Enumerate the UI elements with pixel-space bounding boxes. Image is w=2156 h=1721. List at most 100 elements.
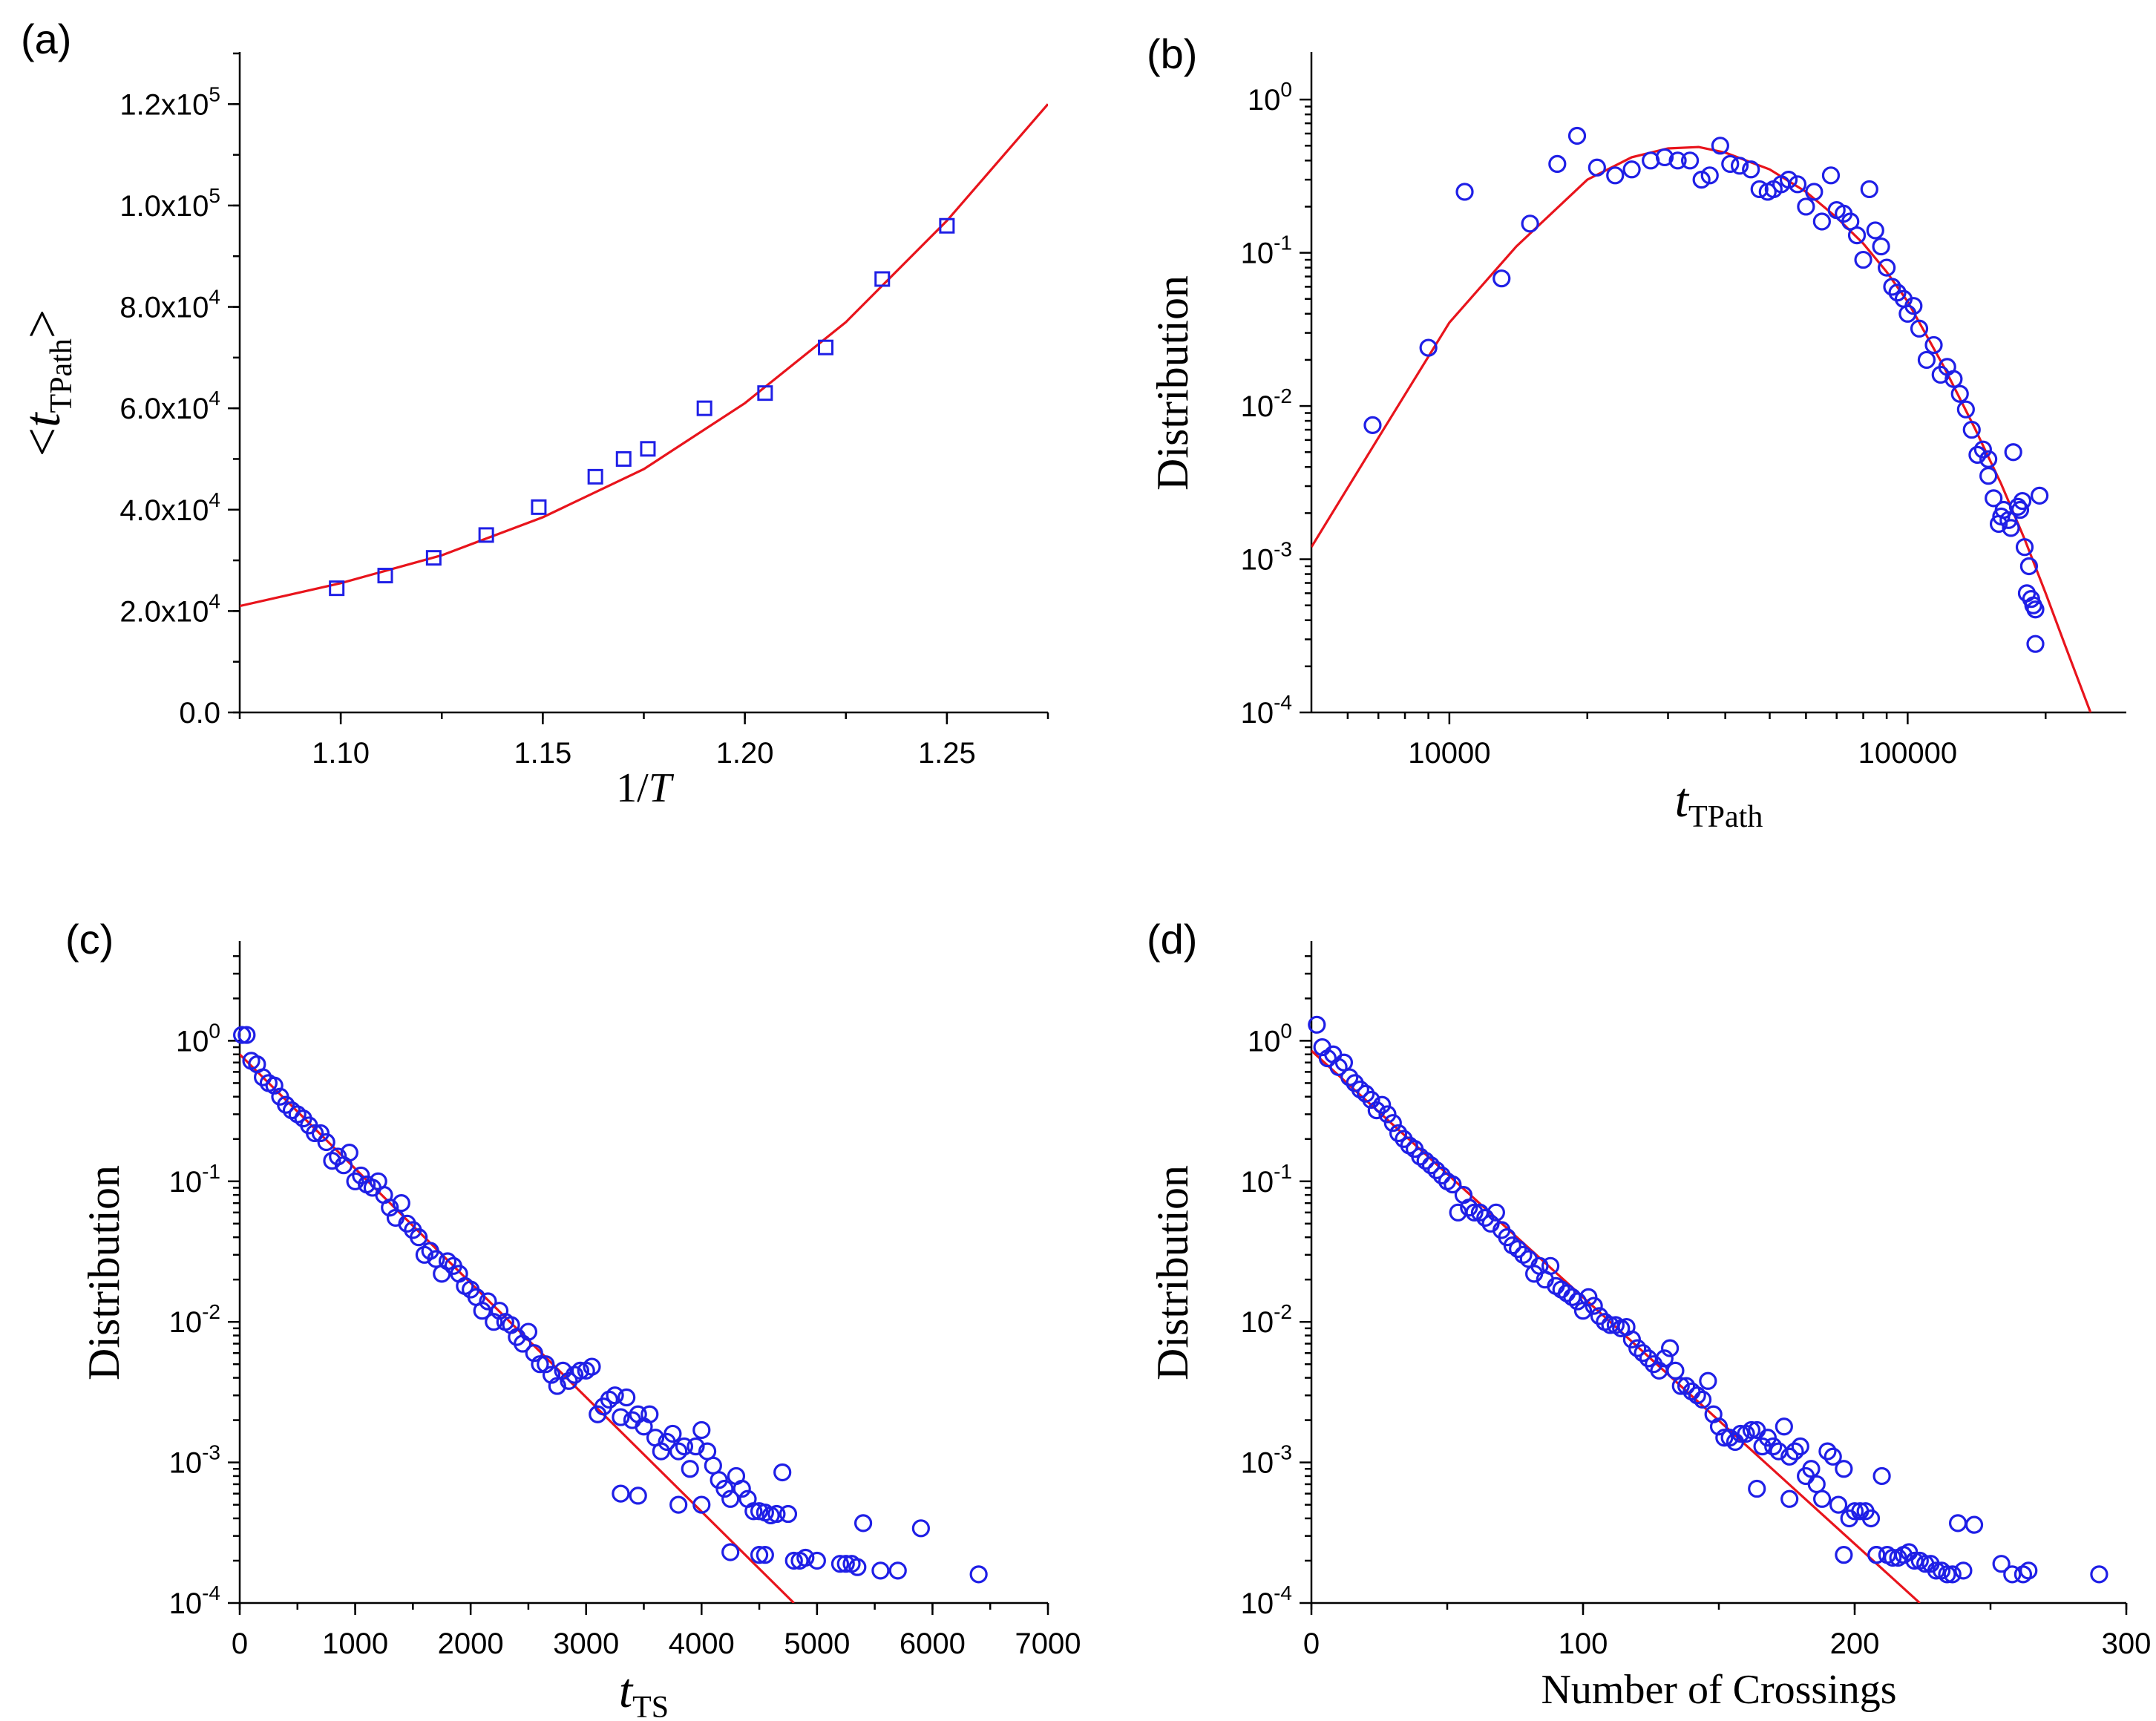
data-point [1699, 1371, 1717, 1390]
data-point [1948, 1514, 1967, 1532]
data-point [1487, 1203, 1505, 1222]
data-point [1411, 1147, 1429, 1166]
data-point [1786, 1442, 1804, 1461]
data-point [669, 1442, 688, 1461]
data-point [1860, 180, 1878, 199]
data-point [2090, 1565, 2109, 1584]
data-point [830, 1555, 850, 1573]
data-point [1476, 1208, 1495, 1227]
data-point [617, 1388, 636, 1407]
panel-b: (b) 10000 100000 10-4 10-3 10-2 10-1 100 tTPath… [1147, 30, 2126, 834]
data-point [721, 1543, 740, 1561]
data-point [306, 1124, 324, 1143]
fit-curve [1311, 145, 2092, 712]
data-point [473, 1302, 491, 1320]
data-point [1585, 1297, 1603, 1315]
data-point [1910, 319, 1929, 338]
data-point [1812, 212, 1831, 231]
y-tick-label: 100 [1248, 1019, 1292, 1058]
data-point [1829, 1495, 1848, 1514]
x-tick-label: 7000 [1015, 1627, 1081, 1660]
data-point [2026, 635, 2045, 653]
data-point [478, 527, 494, 543]
data-point [669, 1495, 688, 1514]
data-point [1357, 1084, 1375, 1103]
data-point [1579, 1288, 1598, 1306]
y-tick-label: 100 [176, 1019, 220, 1058]
data-point [1992, 1555, 2011, 1573]
data-point [1872, 1466, 1891, 1486]
x-tick-label: 1000 [322, 1627, 388, 1660]
data-point [1628, 1339, 1647, 1357]
data-point [1548, 154, 1567, 174]
data-point [2003, 1565, 2022, 1584]
y-tick-label: 10-4 [1241, 1581, 1292, 1620]
y-tick-label: 6.0x104 [119, 387, 220, 425]
data-point [1715, 1429, 1734, 1447]
y-axis-label: Distribution [1148, 275, 1197, 491]
data-point [1363, 416, 1382, 434]
data-point [560, 1371, 578, 1390]
panel-label: (c) [65, 916, 114, 963]
y-tick-label: 4.0x104 [119, 488, 220, 527]
data-point [519, 1322, 538, 1341]
data-point [911, 1519, 930, 1538]
data-point [1854, 250, 1872, 269]
data-point [1742, 160, 1760, 179]
data-point [2011, 500, 2030, 519]
data-point [392, 1194, 410, 1213]
data-point [381, 1199, 399, 1217]
x-tick-label: 200 [1830, 1627, 1880, 1660]
data-point [767, 1504, 786, 1524]
data-point [733, 1479, 751, 1498]
y-tick-label: 10-3 [169, 1441, 220, 1480]
y-tick-label: 10-4 [169, 1581, 220, 1620]
data-point [1460, 1199, 1478, 1217]
data-point [744, 1502, 763, 1521]
data-point [1432, 1166, 1451, 1185]
data-point [1818, 1442, 1837, 1461]
data-point [346, 1172, 364, 1190]
data-point [1606, 166, 1625, 185]
data-point [773, 1463, 792, 1482]
data-point [681, 1460, 699, 1478]
data-point [1835, 1546, 1853, 1564]
y-tick-label: 10-3 [1241, 538, 1292, 577]
data-point [1383, 1114, 1402, 1132]
data-point [438, 1252, 457, 1271]
data-point [1968, 445, 1987, 464]
fit-curve [1311, 1049, 1921, 1603]
data-point [1367, 1101, 1386, 1120]
data-point [615, 450, 632, 467]
data-point [1758, 1429, 1777, 1447]
data-point [1711, 137, 1729, 155]
panel-label: (d) [1147, 916, 1197, 963]
data-point [1835, 1460, 1853, 1478]
data-point [1905, 1551, 1924, 1570]
data-point [1979, 450, 1998, 468]
data-point [2015, 538, 2034, 557]
data-point [479, 1292, 497, 1311]
data-point [757, 385, 773, 401]
x-axis-label: Number of Crossings [1541, 1667, 1896, 1713]
x-tick-label: 0 [232, 1627, 248, 1660]
data-point [1655, 148, 1674, 167]
y-tick-label: 10-3 [1241, 1441, 1292, 1480]
x-tick-label: 300 [2102, 1627, 2152, 1660]
x-tick-label: 1.10 [312, 737, 370, 770]
data-point [1867, 1546, 1886, 1564]
data-point [1552, 1280, 1570, 1299]
y-axis-label: Distribution [79, 1165, 128, 1380]
y-tick-label: 0.0 [179, 697, 220, 730]
y-tick-label: 10-1 [169, 1160, 220, 1199]
x-tick-label: 1.15 [514, 737, 571, 770]
data-point [531, 1355, 549, 1374]
data-point [1943, 1565, 1962, 1584]
y-tick-label: 10-1 [1241, 1160, 1292, 1199]
data-point [750, 1546, 769, 1564]
data-point [1802, 1460, 1821, 1478]
x-tick-label: 3000 [553, 1627, 619, 1660]
data-point [1362, 1090, 1380, 1109]
data-point [1389, 1124, 1408, 1143]
data-point [1979, 467, 1998, 485]
